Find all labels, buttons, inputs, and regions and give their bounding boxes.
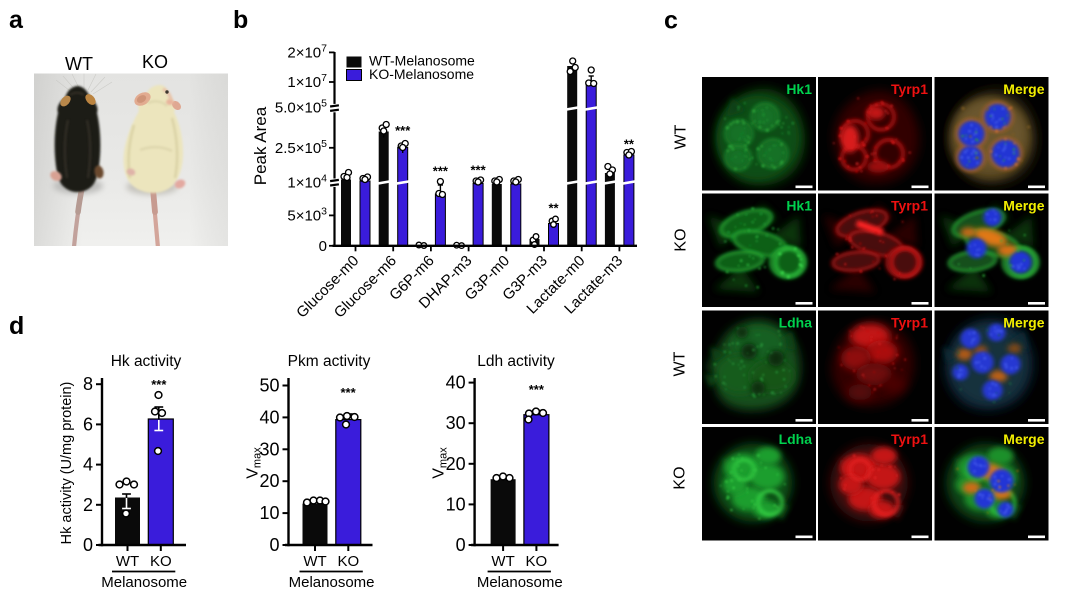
svg-text:***: *** (395, 123, 411, 138)
svg-text:Tyrp1: Tyrp1 (891, 314, 928, 330)
svg-text:Peak Area: Peak Area (251, 106, 270, 185)
svg-text:Ldha: Ldha (779, 431, 813, 447)
svg-text:Pkm activity: Pkm activity (288, 353, 371, 370)
svg-text:Vmax: Vmax (431, 447, 450, 479)
svg-text:**: ** (624, 137, 635, 152)
svg-text:40: 40 (259, 407, 279, 427)
svg-text:Hk activity (U/mg protein): Hk activity (U/mg protein) (59, 382, 75, 545)
svg-text:2.5×105: 2.5×105 (275, 138, 327, 157)
svg-text:KO: KO (142, 52, 168, 72)
svg-text:KO: KO (526, 553, 548, 570)
svg-text:Hk activity: Hk activity (111, 353, 182, 370)
svg-text:WT: WT (672, 351, 689, 376)
svg-text:20: 20 (446, 454, 466, 474)
svg-text:Merge: Merge (1003, 314, 1044, 330)
svg-text:**: ** (548, 201, 559, 216)
svg-text:Ldh activity: Ldh activity (477, 353, 555, 370)
svg-text:***: *** (471, 163, 487, 178)
svg-text:b: b (233, 6, 248, 34)
svg-text:Melanosome: Melanosome (477, 574, 563, 591)
svg-text:KO: KO (337, 553, 359, 570)
svg-text:30: 30 (446, 413, 466, 433)
svg-text:a: a (9, 6, 24, 34)
svg-text:1×107: 1×107 (287, 72, 327, 91)
svg-text:0: 0 (319, 238, 327, 255)
svg-text:0: 0 (83, 535, 93, 555)
svg-text:Merge: Merge (1003, 431, 1044, 447)
svg-text:Tyrp1: Tyrp1 (891, 431, 928, 447)
svg-text:30: 30 (259, 439, 279, 459)
svg-text:2: 2 (83, 495, 93, 515)
svg-text:0: 0 (269, 535, 279, 555)
svg-text:Merge: Merge (1003, 197, 1044, 213)
svg-text:1×104: 1×104 (287, 173, 327, 192)
svg-text:Tyrp1: Tyrp1 (891, 81, 928, 97)
svg-text:10: 10 (446, 494, 466, 514)
svg-text:KO-Melanosome: KO-Melanosome (369, 66, 474, 82)
svg-text:8: 8 (83, 374, 93, 394)
svg-text:KO: KO (672, 466, 689, 489)
svg-text:40: 40 (446, 373, 466, 393)
svg-text:20: 20 (259, 471, 279, 491)
svg-text:Vmax: Vmax (245, 447, 264, 479)
svg-text:KO: KO (150, 553, 172, 570)
svg-text:Melanosome: Melanosome (289, 574, 375, 591)
svg-text:Merge: Merge (1003, 81, 1044, 97)
svg-text:50: 50 (259, 376, 279, 396)
svg-text:WT-Melanosome: WT-Melanosome (369, 53, 475, 69)
svg-text:6: 6 (83, 414, 93, 434)
svg-text:d: d (9, 312, 24, 340)
svg-text:Melanosome: Melanosome (101, 574, 187, 591)
svg-text:Hk1: Hk1 (786, 197, 812, 213)
svg-text:c: c (664, 7, 678, 35)
svg-text:Ldha: Ldha (779, 314, 813, 330)
svg-text:4: 4 (83, 455, 93, 475)
svg-text:KO: KO (673, 228, 690, 251)
svg-text:0: 0 (456, 535, 466, 555)
svg-text:2×107: 2×107 (287, 42, 327, 61)
svg-text:***: *** (433, 164, 449, 179)
svg-text:WT: WT (116, 553, 139, 570)
svg-text:10: 10 (259, 503, 279, 523)
svg-text:WT: WT (65, 54, 93, 74)
svg-text:WT: WT (303, 553, 326, 570)
svg-text:***: *** (529, 382, 545, 397)
svg-text:5×103: 5×103 (287, 205, 327, 224)
svg-text:***: *** (151, 377, 167, 392)
svg-text:Tyrp1: Tyrp1 (891, 197, 928, 213)
svg-text:Hk1: Hk1 (786, 81, 812, 97)
svg-text:WT: WT (491, 553, 514, 570)
svg-text:WT: WT (673, 124, 690, 149)
svg-text:***: *** (341, 385, 357, 400)
svg-text:5.0×105: 5.0×105 (275, 98, 327, 117)
